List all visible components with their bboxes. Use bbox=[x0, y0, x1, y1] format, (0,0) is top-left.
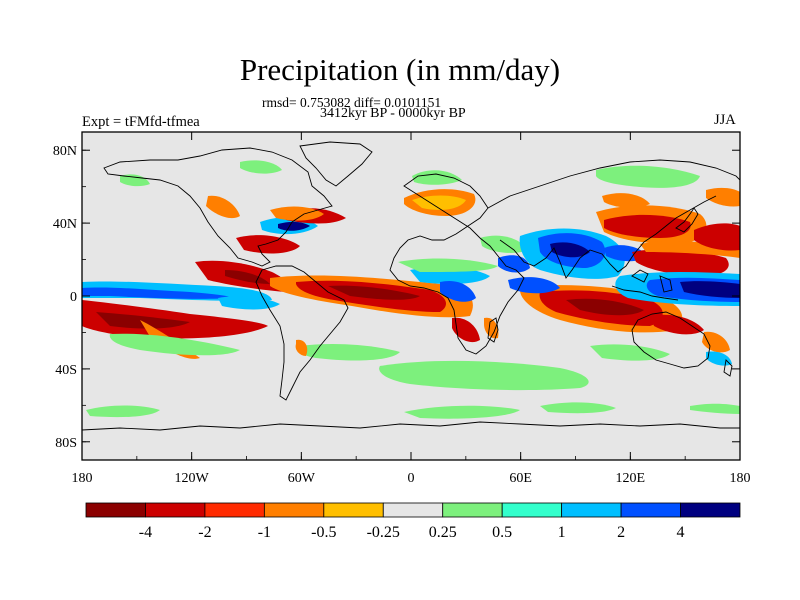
lat-tick-label: 80S bbox=[55, 436, 77, 451]
lat-tick-label: 40S bbox=[55, 363, 77, 378]
colorbar-label: -2 bbox=[198, 524, 211, 541]
anomaly-fill-philippine-red bbox=[632, 249, 729, 276]
colorbar: -4 -2 -1 -0.5 -0.25 0.25 0.5 1 2 4 bbox=[85, 502, 741, 541]
colorbar-swatch bbox=[561, 502, 622, 518]
coastline-south-america bbox=[255, 265, 349, 401]
anomaly-fill-australia-north-red bbox=[650, 314, 704, 335]
anomaly-fill-alaska-green bbox=[120, 174, 150, 187]
anomaly-fill-southern-ocean-green bbox=[379, 360, 589, 391]
anomaly-fill-north-pacific-red bbox=[694, 223, 740, 251]
colorbar-label: -4 bbox=[139, 524, 152, 541]
anomaly-fill-canada-green bbox=[240, 160, 282, 174]
anomaly-fill-siberia-green bbox=[596, 165, 700, 188]
latitude-axis: 80N 40N 0 40S 80S bbox=[53, 144, 740, 451]
anomaly-fill-south-atlantic-green bbox=[298, 344, 400, 361]
colorbar-label: -0.5 bbox=[311, 524, 336, 541]
experiment-label: Expt = tFMfd-tfmea bbox=[82, 114, 200, 130]
anomaly-fill-kamchatka-orange bbox=[706, 187, 740, 207]
coastline-new-zealand bbox=[723, 359, 733, 377]
anomaly-fill-antarctic-green-4 bbox=[690, 403, 740, 414]
coastline-australia bbox=[631, 311, 711, 369]
colorbar-label: -0.25 bbox=[367, 524, 400, 541]
anomaly-fill-antarctic-green-1 bbox=[86, 405, 160, 418]
colorbar-label: 1 bbox=[558, 524, 566, 541]
anomaly-fill-congo-red bbox=[452, 317, 480, 343]
anomaly-fill-gulf-blue bbox=[278, 221, 310, 231]
anomaly-fill-india-navy bbox=[550, 242, 590, 258]
colorbar-label: 2 bbox=[617, 524, 625, 541]
colorbar-swatch bbox=[145, 502, 206, 518]
anomaly-fill-south-pacific-green bbox=[109, 333, 240, 356]
anomaly-fill-sahel-green bbox=[398, 258, 498, 272]
lon-tick-label: 60E bbox=[509, 471, 532, 486]
anomaly-fill-scandinavia-green bbox=[412, 170, 462, 185]
colorbar-label: -1 bbox=[258, 524, 271, 541]
lon-tick-label: 120E bbox=[616, 471, 646, 486]
stats-line: rmsd= 0.753082 diff= 0.0101151 bbox=[262, 95, 442, 110]
coastline-indonesia bbox=[611, 269, 679, 301]
coastline-layer bbox=[82, 141, 740, 431]
colorbar-label: 0.25 bbox=[429, 524, 457, 541]
colorbar-swatch bbox=[263, 502, 325, 518]
lon-tick-label: 180 bbox=[72, 471, 93, 486]
colorbar-swatch bbox=[85, 502, 146, 518]
anomaly-fill-gulf-red bbox=[236, 235, 300, 254]
anomaly-fill-siberia-orange bbox=[602, 193, 650, 208]
anomaly-fill-gulf-orange bbox=[206, 195, 240, 219]
lon-tick-label: 60W bbox=[288, 471, 316, 486]
lat-tick-label: 40N bbox=[53, 217, 77, 232]
lon-tick-label: 0 bbox=[408, 471, 415, 486]
colorbar-swatch bbox=[501, 502, 563, 518]
lat-tick-label: 80N bbox=[53, 144, 77, 159]
colorbar-swatch bbox=[323, 502, 384, 518]
anomaly-layer bbox=[82, 160, 740, 419]
anomaly-fill-europe-yellow bbox=[412, 195, 466, 210]
coastline-north-america bbox=[103, 147, 333, 267]
anomaly-fill-pacific-blue bbox=[82, 287, 234, 299]
longitude-axis: 180 120W 60W 0 60E 120E 180 bbox=[72, 132, 751, 486]
coastline-europe-africa bbox=[389, 173, 525, 355]
lat-tick-label: 0 bbox=[70, 290, 77, 305]
coastline-antarctica bbox=[82, 421, 740, 431]
season-label: JJA bbox=[714, 112, 736, 128]
anomaly-fill-antarctic-green-2 bbox=[404, 405, 520, 419]
anomaly-fill-atlantic-darkred bbox=[328, 285, 420, 300]
colorbar-swatch bbox=[680, 502, 741, 518]
anomaly-fill-antarctic-green-3 bbox=[540, 402, 616, 414]
anomaly-fill-east-asia-red bbox=[604, 214, 691, 238]
period-line: 3412kyr BP - 0000kyr BP bbox=[320, 106, 466, 121]
colorbar-swatch bbox=[204, 502, 265, 518]
anomaly-fill-pacific-west-darkred bbox=[96, 312, 190, 329]
colorbar-swatch bbox=[620, 502, 681, 518]
plot-title: Precipitation (in mm/day) bbox=[239, 52, 561, 87]
lon-tick-label: 120W bbox=[175, 471, 210, 486]
anomaly-fill-arabian-sea-blue bbox=[508, 277, 560, 294]
coastline-japan bbox=[675, 207, 699, 233]
anomaly-fill-indian-ocean-darkred bbox=[566, 298, 644, 316]
colorbar-label: 0.5 bbox=[492, 524, 512, 541]
anomaly-fill-madagascar-orange bbox=[484, 317, 499, 339]
anomaly-fill-pacific-west-red bbox=[82, 300, 268, 339]
colorbar-swatch bbox=[382, 502, 444, 518]
anomaly-fill-guinea-blue bbox=[440, 280, 476, 302]
coastline-madagascar bbox=[487, 317, 499, 343]
anomaly-fill-wpac-navy bbox=[680, 281, 740, 298]
colorbar-swatch bbox=[442, 502, 503, 518]
anomaly-fill-north-atlantic-orange bbox=[270, 206, 324, 221]
anomaly-fill-australia-east-orange bbox=[702, 331, 730, 353]
lon-tick-label: 180 bbox=[730, 471, 751, 486]
anomaly-fill-south-indian-green bbox=[590, 344, 670, 361]
colorbar-label: 4 bbox=[677, 524, 685, 541]
anomaly-fill-epac-cyan bbox=[218, 296, 280, 310]
coastline-arabia-asia bbox=[487, 159, 740, 279]
anomaly-fill-epac-darkred bbox=[225, 270, 270, 284]
anomaly-fill-argentina-orange bbox=[295, 339, 308, 356]
coastline-greenland bbox=[299, 141, 373, 187]
